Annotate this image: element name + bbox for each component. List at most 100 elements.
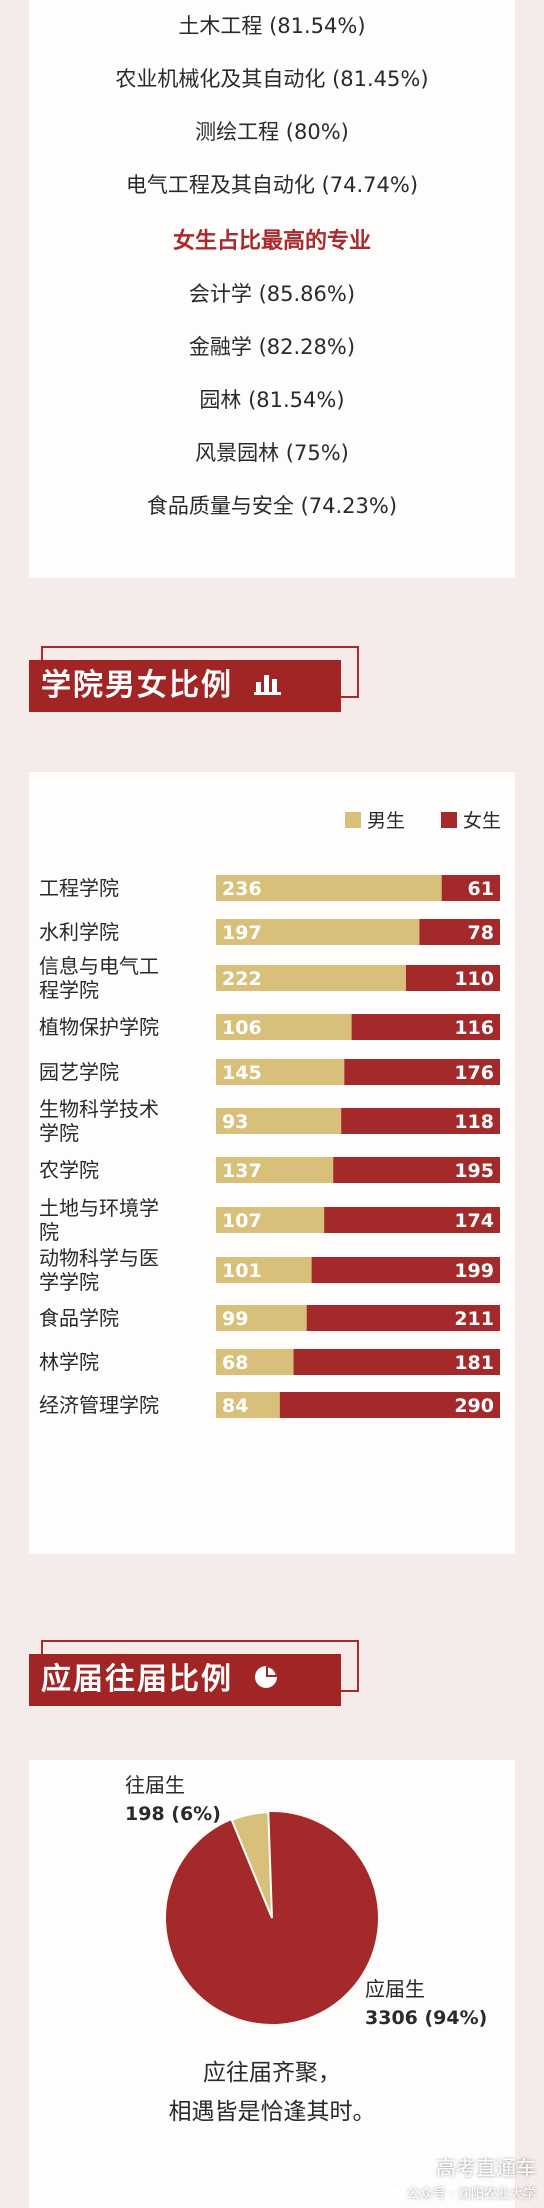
bar-female xyxy=(405,965,500,991)
bar-male xyxy=(216,1014,352,1040)
value-label-female: 61 xyxy=(468,878,494,900)
category-label: 水利学院 xyxy=(39,920,119,944)
section-banner-gender: 学院男女比例 xyxy=(29,646,359,712)
category-label: 工程学院 xyxy=(39,876,119,900)
bar-row: 园艺学院 145 176 xyxy=(39,1059,500,1085)
pie-value-repeat: 198 (6%) xyxy=(125,1803,221,1825)
pie-slice-repeat xyxy=(230,1811,273,1919)
bar-male xyxy=(216,1108,342,1134)
category-label: 经济管理学院 xyxy=(39,1393,159,1417)
bar-female xyxy=(333,1157,500,1183)
value-label-female: 116 xyxy=(454,1017,494,1039)
fresh-ratio-pie: 往届生 198 (6%) 应届生 3306 (94%) 应往届齐聚， 相遇皆是恰逢其时。 xyxy=(125,1773,487,2125)
wechat-icon xyxy=(389,2189,404,2200)
watermark-subtitle: 公众号 · 沈阳农业大学 xyxy=(389,2183,536,2202)
bar-male xyxy=(216,1257,312,1283)
male-major-item: 农业机械化及其自动化 (81.45%) xyxy=(115,67,429,91)
female-major-item: 食品质量与安全 (74.23%) xyxy=(146,494,398,518)
bar-female xyxy=(351,1014,500,1040)
bar-row: 植物保护学院 106 116 xyxy=(39,1014,500,1040)
pie-chart-icon xyxy=(253,1655,279,1707)
banner-fill: 学院男女比例 xyxy=(29,660,341,712)
value-label-female: 174 xyxy=(454,1210,494,1232)
male-major-item: 测绘工程 (80%) xyxy=(195,120,349,144)
category-label: 学学院 xyxy=(39,1270,99,1294)
bar-female xyxy=(306,1305,500,1331)
value-label-female: 110 xyxy=(454,968,494,990)
value-label-male: 107 xyxy=(222,1210,262,1232)
pie-label-fresh: 应届生 xyxy=(365,1977,425,2001)
value-label-male: 93 xyxy=(222,1111,248,1133)
male-major-item: 土木工程 (81.54%) xyxy=(178,14,366,38)
value-label-male: 197 xyxy=(222,922,262,944)
bar-male xyxy=(216,1392,280,1418)
watermark-title: 高考直通车 xyxy=(436,2156,536,2180)
bar-female xyxy=(324,1207,500,1233)
pie-value-fresh: 3306 (94%) xyxy=(365,2007,487,2029)
bar-female xyxy=(311,1257,500,1283)
female-majors-heading: 女生占比最高的专业 xyxy=(172,229,371,254)
watermark: 高考直通车 公众号 · 沈阳农业大学 xyxy=(389,2152,536,2202)
category-label: 园艺学院 xyxy=(39,1060,119,1084)
category-label: 学院 xyxy=(39,1121,79,1145)
bar-male xyxy=(216,919,420,945)
value-label-female: 195 xyxy=(454,1160,494,1182)
category-label: 信息与电气工 xyxy=(39,954,159,978)
top-majors-card: 土木工程 (81.54%) 农业机械化及其自动化 (81.45%) 测绘工程 (… xyxy=(29,0,515,578)
value-label-female: 181 xyxy=(454,1352,494,1374)
bar-male xyxy=(216,1305,307,1331)
bar-row: 林学院 68 181 xyxy=(39,1349,500,1375)
pie-label-repeat: 往届生 xyxy=(125,1773,185,1797)
bar-male xyxy=(216,1059,345,1085)
bar-row: 工程学院 236 61 xyxy=(39,875,500,901)
gender-ratio-chart-card: 男生 女生工程学院 236 61 水利学院 197 78 信息与电气工 程学院 222 110 植物保… xyxy=(29,772,515,1554)
bar-row: 食品学院 99 211 xyxy=(39,1305,500,1331)
value-label-male: 101 xyxy=(222,1260,262,1282)
bar-female xyxy=(293,1349,500,1375)
value-label-male: 84 xyxy=(222,1395,248,1417)
banner-fill: 应届往届比例 xyxy=(29,1654,341,1706)
section-banner-fresh: 应届往届比例 xyxy=(29,1640,359,1706)
female-major-item: 风景园林 (75%) xyxy=(195,441,349,465)
bar-male xyxy=(216,965,406,991)
bar-row: 经济管理学院 84 290 xyxy=(39,1392,500,1418)
chart-legend: 男生 女生 xyxy=(345,810,501,832)
value-label-male: 106 xyxy=(222,1017,262,1039)
category-label: 程学院 xyxy=(39,978,99,1002)
bar-female xyxy=(341,1108,500,1134)
value-label-female: 211 xyxy=(454,1308,494,1330)
bar-row: 水利学院 197 78 xyxy=(39,919,500,945)
value-label-female: 78 xyxy=(468,922,494,944)
bar-male xyxy=(216,875,442,901)
value-label-female: 199 xyxy=(454,1260,494,1282)
legend-swatch xyxy=(345,812,361,828)
female-major-item: 金融学 (82.28%) xyxy=(188,335,356,359)
category-label: 林学院 xyxy=(39,1350,99,1374)
bar-male xyxy=(216,1157,334,1183)
female-major-item: 会计学 (85.86%) xyxy=(188,282,356,306)
legend-label: 男生 xyxy=(367,810,405,832)
category-label: 农学院 xyxy=(39,1158,99,1182)
category-label: 动物科学与医 xyxy=(39,1246,159,1270)
bar-female xyxy=(441,875,500,901)
fresh-ratio-chart-card: 往届生 198 (6%) 应届生 3306 (94%) 应往届齐聚， 相遇皆是恰逢其时。 xyxy=(29,1760,515,2208)
bar-male xyxy=(216,1207,325,1233)
bar-male xyxy=(216,1349,294,1375)
value-label-male: 68 xyxy=(222,1352,248,1374)
legend-swatch xyxy=(441,812,457,828)
bar-female xyxy=(419,919,500,945)
value-label-male: 236 xyxy=(222,878,262,900)
value-label-male: 145 xyxy=(222,1062,262,1084)
value-label-female: 290 xyxy=(454,1395,494,1417)
bar-chart-icon xyxy=(253,661,283,713)
bar-female xyxy=(344,1059,500,1085)
category-label: 植物保护学院 xyxy=(39,1015,159,1039)
male-major-item: 电气工程及其自动化 (74.74%) xyxy=(125,173,419,197)
category-label: 食品学院 xyxy=(39,1306,119,1330)
value-label-female: 176 xyxy=(454,1062,494,1084)
bar-row: 农学院 137 195 xyxy=(39,1157,500,1183)
